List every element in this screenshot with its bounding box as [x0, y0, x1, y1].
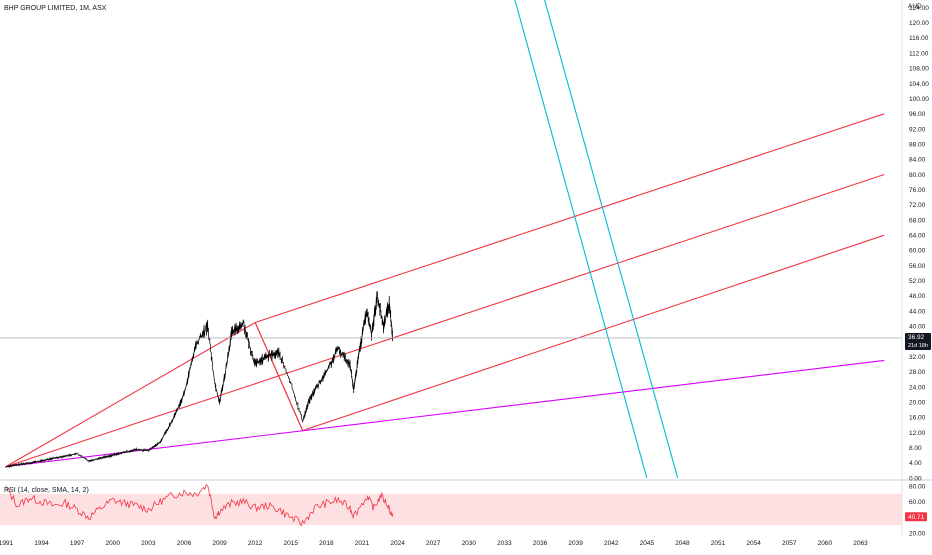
price-badge-countdown: 21d 18h: [908, 343, 928, 349]
price-badge-value: 36.92: [908, 334, 925, 341]
rsi-tick-label: 20.00: [909, 530, 926, 537]
time-tick-label: 2042: [604, 540, 619, 547]
rsi-tick-label: 60.00: [909, 499, 926, 506]
price-tick-label: 76.00: [909, 187, 926, 194]
descending-channel-line-1[interactable]: [514, 0, 648, 479]
price-tick-label: 96.00: [909, 111, 926, 118]
time-tick-label: 2060: [818, 540, 833, 547]
price-tick-label: 8.00: [909, 445, 922, 452]
price-tick-label: 28.00: [909, 369, 926, 376]
rsi-value-badge: 40.71: [905, 512, 927, 522]
time-axis-labels[interactable]: 1991 1994 1997 2000 2003 2006 2009 2012 2015 2018…: [0, 540, 868, 547]
time-tick-label: 2036: [533, 540, 548, 547]
price-tick-label: 112.00: [909, 50, 929, 57]
andrews-pitchfork-lower[interactable]: [302, 234, 885, 432]
price-tick-label: 124.00: [909, 5, 929, 12]
time-tick-label: 2027: [426, 540, 441, 547]
rsi-series-line: [5, 483, 394, 527]
descending-channel-line-2[interactable]: [544, 0, 679, 479]
price-tick-label: 72.00: [909, 202, 926, 209]
price-tick-label: 80.00: [909, 172, 926, 179]
price-tick-label: 120.00: [909, 20, 929, 27]
pitchfork-handle-b[interactable]: [254, 322, 304, 431]
time-tick-label: 2009: [212, 540, 227, 547]
price-tick-label: 32.00: [909, 354, 926, 361]
time-tick-label: 2054: [746, 540, 761, 547]
time-tick-label: 2024: [390, 540, 405, 547]
price-tick-label: 60.00: [909, 248, 926, 255]
time-tick-label: 1997: [70, 540, 85, 547]
price-tick-label: 92.00: [909, 126, 926, 133]
rsi-series-layer: [5, 483, 394, 527]
currency-label: AUD: [908, 3, 922, 10]
price-axis-labels[interactable]: 0.00 4.00 8.00 12.00 16.00 20.00 24.00 28.00 32.…: [909, 5, 929, 482]
price-tick-label: 52.00: [909, 278, 926, 285]
time-tick-label: 2030: [462, 540, 477, 547]
current-price-badge: 36.92 21d 18h: [905, 332, 931, 350]
price-tick-label: 16.00: [909, 415, 926, 422]
price-tick-label: 20.00: [909, 399, 926, 406]
symbol-title: BHP GROUP LIMITED, 1M, ASX: [4, 5, 107, 12]
price-tick-label: 0.00: [909, 475, 922, 482]
price-tick-label: 104.00: [909, 81, 929, 88]
price-tick-label: 88.00: [909, 141, 926, 148]
time-tick-label: 2021: [355, 540, 370, 547]
time-tick-label: 2015: [284, 540, 299, 547]
price-tick-label: 12.00: [909, 430, 926, 437]
time-tick-label: 2006: [177, 540, 192, 547]
rsi-badge-value: 40.71: [908, 514, 925, 521]
time-tick-label: 2039: [568, 540, 583, 547]
price-tick-label: 24.00: [909, 384, 926, 391]
price-tick-label: 48.00: [909, 293, 926, 300]
price-tick-label: 4.00: [909, 460, 922, 467]
time-tick-label: 2048: [675, 540, 690, 547]
time-tick-label: 2063: [853, 540, 868, 547]
price-series-line: [5, 291, 394, 469]
andrews-pitchfork-median[interactable]: [5, 173, 885, 468]
time-tick-label: 2000: [106, 540, 121, 547]
price-tick-label: 56.00: [909, 263, 926, 270]
time-tick-label: 2045: [640, 540, 655, 547]
support-trend-line[interactable]: [5, 359, 885, 468]
time-tick-label: 2003: [141, 540, 156, 547]
time-tick-label: 2033: [497, 540, 512, 547]
time-tick-label: 2051: [711, 540, 726, 547]
price-tick-label: 100.00: [909, 96, 929, 103]
time-tick-label: 2057: [782, 540, 797, 547]
andrews-pitchfork-upper[interactable]: [254, 113, 885, 323]
drawing-layer: [5, 0, 885, 479]
rsi-overbought-oversold-band: [0, 493, 902, 526]
price-tick-label: 108.00: [909, 66, 929, 73]
price-tick-label: 84.00: [909, 157, 926, 164]
price-badge-background: [905, 332, 931, 350]
price-tick-label: 64.00: [909, 233, 926, 240]
price-series-layer: [5, 291, 394, 469]
time-tick-label: 1994: [34, 540, 49, 547]
rsi-indicator-label[interactable]: RSI (14, close, SMA, 14, 2): [4, 487, 89, 494]
rsi-badge-background: [905, 512, 927, 522]
rsi-tick-label: 80.00: [909, 483, 926, 490]
pitchfork-anchor-line[interactable]: [5, 321, 256, 468]
price-tick-label: 40.00: [909, 324, 926, 331]
price-tick-label: 68.00: [909, 217, 926, 224]
time-tick-label: 1991: [0, 540, 14, 547]
time-tick-label: 2012: [248, 540, 263, 547]
time-tick-label: 2018: [319, 540, 334, 547]
price-tick-label: 44.00: [909, 308, 926, 315]
price-tick-label: 116.00: [909, 35, 929, 42]
